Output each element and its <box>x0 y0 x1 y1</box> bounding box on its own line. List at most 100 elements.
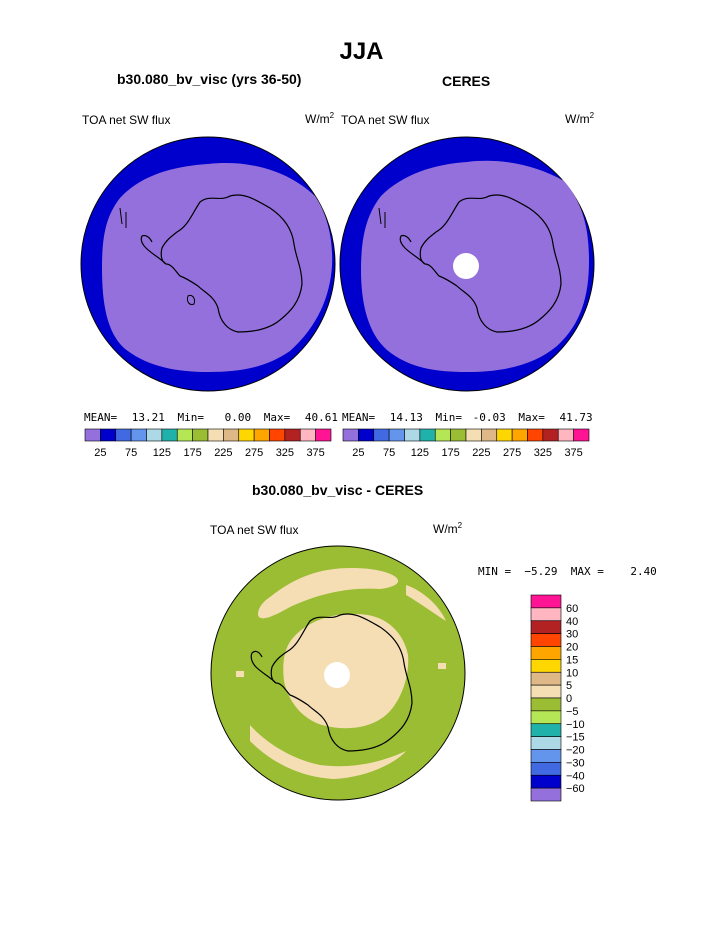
diff-colorbar-tick-label: 10 <box>566 667 578 679</box>
left-case-title: b30.080_bv_visc (yrs 36-50) <box>117 71 302 87</box>
diff-pole-hole <box>324 662 350 688</box>
diff-colorbar-swatch <box>530 787 562 802</box>
diff-colorbar-swatch <box>530 671 562 686</box>
diff-colorbar-swatch <box>530 646 562 660</box>
diff-colorbar-tick-label: −10 <box>566 719 585 731</box>
diff-variable-label: TOA net SW flux <box>210 523 299 537</box>
right-colorbar-swatch <box>527 428 544 442</box>
right-colorbar-swatch <box>419 428 436 442</box>
diff-colorbar-swatch <box>530 620 562 634</box>
left-colorbar-tick-label: 175 <box>183 447 201 459</box>
right-colorbar: 25 75 125 175 225 275 325 375 <box>342 428 590 459</box>
right-units-label: W/m2 <box>565 111 595 126</box>
right-colorbar-swatch <box>542 428 559 442</box>
left-min-value: 0.00 <box>224 411 252 424</box>
diff-outer-band-right <box>406 585 446 621</box>
diff-colorbar-swatch <box>530 607 562 622</box>
right-colorbar-swatch <box>404 428 421 442</box>
page-title: JJA <box>339 38 384 65</box>
diff-colorbar-tick-label: 15 <box>566 654 578 666</box>
right-peninsula <box>399 234 426 265</box>
diff-colorbar-swatch <box>530 710 562 725</box>
left-mean-value: 13.21 <box>131 411 165 424</box>
diff-colorbar-tick-label: −30 <box>566 757 585 769</box>
right-min-label: Min= <box>435 411 463 424</box>
diff-colorbar-tick-label: 60 <box>566 603 578 615</box>
right-mean-label: MEAN= <box>342 411 376 424</box>
left-colorbar-swatch <box>299 428 316 442</box>
left-variable-label: TOA net SW flux <box>82 113 171 127</box>
left-colorbar: 25 75 125 175 225 275 325 375 <box>84 428 332 459</box>
left-max-label: Max= <box>263 411 291 424</box>
left-colorbar-swatch <box>192 428 209 442</box>
diff-units-label: W/m2 <box>433 521 463 536</box>
left-polar-map <box>80 136 336 392</box>
right-colorbar-swatch <box>573 428 590 442</box>
right-colorbar-swatch <box>388 428 405 442</box>
diff-colorbar-swatch <box>530 684 562 699</box>
left-max-value: 40.61 <box>304 411 338 424</box>
right-colorbar-swatch <box>450 428 467 442</box>
right-colorbar-tick-label: 375 <box>564 447 582 459</box>
diff-colorbar-tick-label: −15 <box>566 732 585 744</box>
right-colorbar-swatch <box>511 428 528 442</box>
right-max-label: Max= <box>518 411 545 424</box>
right-variable-label: TOA net SW flux <box>341 113 430 127</box>
left-colorbar-tick-label: 75 <box>125 447 137 459</box>
diff-outer-band-top <box>258 568 399 619</box>
diff-colorbar-swatch <box>530 749 562 763</box>
right-colorbar-swatch <box>481 428 498 442</box>
left-colorbar-swatch <box>146 428 163 442</box>
left-colorbar-swatch <box>315 428 332 442</box>
diff-polar-map <box>210 545 466 801</box>
left-colorbar-tick-label: 375 <box>306 447 324 459</box>
right-colorbar-tick-label: 75 <box>383 447 395 459</box>
diff-colorbar-tick-label: 0 <box>566 693 572 705</box>
diff-colorbar-tick-label: 30 <box>566 629 578 641</box>
right-mean-value: 14.13 <box>389 411 423 424</box>
diff-colorbar-tick-label: −40 <box>566 770 585 782</box>
right-colorbar-swatch <box>557 428 574 442</box>
right-colorbar-tick-label: 125 <box>411 447 429 459</box>
diff-minmax: MIN = −5.29 MAX = 2.40 <box>478 565 657 578</box>
left-min-label: Min= <box>177 411 205 424</box>
diff-case-title: b30.080_bv_visc - CERES <box>252 482 424 498</box>
right-min-value: -0.03 <box>472 411 506 424</box>
diff-colorbar-tick-label: 20 <box>566 642 578 654</box>
right-colorbar-tick-label: 275 <box>503 447 521 459</box>
left-colorbar-swatch <box>100 428 117 442</box>
left-colorbar-swatch <box>130 428 147 442</box>
left-units-label: W/m2 <box>305 111 335 126</box>
right-polar-map <box>339 136 595 392</box>
left-colorbar-swatch <box>115 428 132 442</box>
left-colorbar-swatch <box>269 428 286 442</box>
left-colorbar-tick-label: 225 <box>214 447 232 459</box>
right-colorbar-swatch <box>342 428 359 442</box>
left-colorbar-swatch <box>161 428 178 442</box>
left-colorbar-swatch <box>223 428 240 442</box>
diff-colorbar-tick-label: −20 <box>566 745 585 757</box>
diff-colorbar-swatch <box>530 762 562 776</box>
right-max-value: 41.73 <box>559 411 593 424</box>
diff-colorbar-swatch <box>530 723 562 737</box>
right-case-title: CERES <box>442 73 491 89</box>
left-colorbar-tick-label: 125 <box>153 447 171 459</box>
right-colorbar-swatch <box>496 428 513 442</box>
right-colorbar-swatch <box>373 428 390 442</box>
diff-colorbar-swatch <box>530 774 562 789</box>
left-colorbar-tick-label: 25 <box>94 447 106 459</box>
right-colorbar-tick-label: 175 <box>441 447 459 459</box>
diff-colorbar-swatch <box>530 659 562 673</box>
left-colorbar-swatch <box>84 428 101 442</box>
right-stats: MEAN= 14.13 Min= -0.03 Max= 41.73 <box>342 411 593 424</box>
right-colorbar-swatch <box>434 428 451 442</box>
right-colorbar-tick-label: 225 <box>472 447 490 459</box>
diff-colorbar-tick-label: −5 <box>566 706 579 718</box>
right-colorbar-swatch <box>465 428 482 442</box>
diff-colorbar-swatch <box>530 633 562 647</box>
left-colorbar-tick-label: 275 <box>245 447 263 459</box>
left-mean-label: MEAN= <box>84 411 118 424</box>
diff-colorbar-swatch <box>530 594 562 609</box>
left-stats: MEAN= 13.21 Min= 0.00 Max= 40.61 <box>84 411 338 424</box>
